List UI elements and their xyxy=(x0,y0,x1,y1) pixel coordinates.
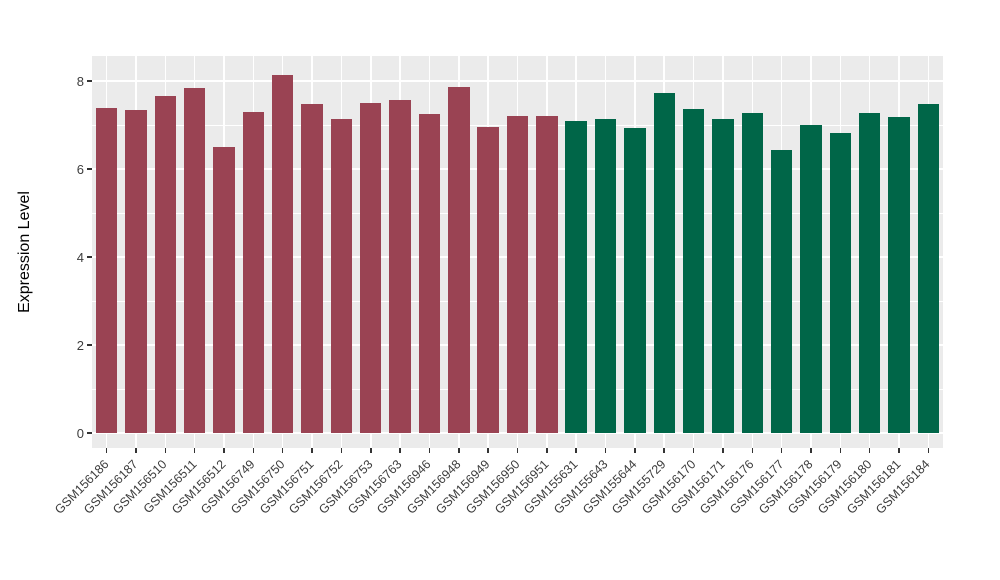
x-tick-mark xyxy=(370,448,372,453)
bar xyxy=(741,113,763,433)
x-tick-mark xyxy=(516,448,519,453)
x-tick-mark xyxy=(193,448,196,453)
x-tick-mark xyxy=(868,448,871,453)
x-tick-mark xyxy=(634,448,636,453)
x-tick-mark xyxy=(164,448,167,453)
x-tick-mark xyxy=(810,448,812,453)
y-tick-label: 4 xyxy=(76,249,84,265)
bar xyxy=(917,104,940,433)
bar xyxy=(213,147,235,433)
bar xyxy=(125,110,147,433)
x-tick-mark xyxy=(927,448,930,453)
bar xyxy=(800,124,822,433)
y-tick-mark xyxy=(87,80,92,82)
y-tick-label: 8 xyxy=(76,73,84,89)
plot-panel xyxy=(92,56,943,448)
bar xyxy=(418,113,441,433)
bar xyxy=(624,127,646,433)
bar xyxy=(360,103,382,433)
bar xyxy=(301,103,323,433)
bar xyxy=(594,119,617,433)
x-tick-mark xyxy=(487,448,489,453)
x-tick-mark xyxy=(663,448,665,453)
x-tick-mark xyxy=(458,448,460,453)
bar xyxy=(272,75,294,433)
x-tick-mark xyxy=(223,448,225,453)
x-tick-mark xyxy=(311,448,313,453)
bar xyxy=(682,109,705,433)
x-tick-mark xyxy=(105,448,108,453)
bar xyxy=(154,96,177,433)
bar xyxy=(888,116,910,433)
bar xyxy=(95,107,118,433)
bar xyxy=(242,112,265,433)
bar xyxy=(506,116,529,433)
bar xyxy=(653,92,675,433)
x-tick-mark xyxy=(604,448,607,453)
bar xyxy=(770,149,793,433)
x-tick-mark xyxy=(252,448,255,453)
x-tick-mark xyxy=(898,448,900,453)
y-tick-label: 2 xyxy=(76,337,84,353)
y-tick-label: 0 xyxy=(76,425,84,441)
bar xyxy=(183,88,206,433)
x-tick-mark xyxy=(399,448,401,453)
y-tick-mark xyxy=(87,432,92,434)
bar xyxy=(712,118,734,433)
x-tick-mark xyxy=(780,448,783,453)
y-tick-mark xyxy=(87,344,92,346)
bar xyxy=(565,121,587,433)
x-tick-mark xyxy=(722,448,724,453)
x-tick-mark xyxy=(692,448,695,453)
y-tick-mark xyxy=(87,168,92,170)
x-tick-mark xyxy=(751,448,753,453)
x-tick-mark xyxy=(135,448,137,453)
y-axis-title: Expression Level xyxy=(16,191,33,313)
x-tick-mark xyxy=(839,448,842,453)
y-tick-label: 6 xyxy=(76,161,84,177)
x-tick-mark xyxy=(575,448,577,453)
bar xyxy=(829,133,851,433)
bar xyxy=(858,113,881,433)
bar xyxy=(477,126,499,433)
y-tick-mark xyxy=(87,256,92,258)
x-tick-mark xyxy=(340,448,343,453)
bar xyxy=(330,119,353,433)
bar xyxy=(536,116,558,433)
bar xyxy=(389,100,411,433)
x-tick-mark xyxy=(428,448,431,453)
x-tick-mark xyxy=(281,448,284,453)
x-tick-mark xyxy=(546,448,548,453)
bar xyxy=(448,86,470,433)
